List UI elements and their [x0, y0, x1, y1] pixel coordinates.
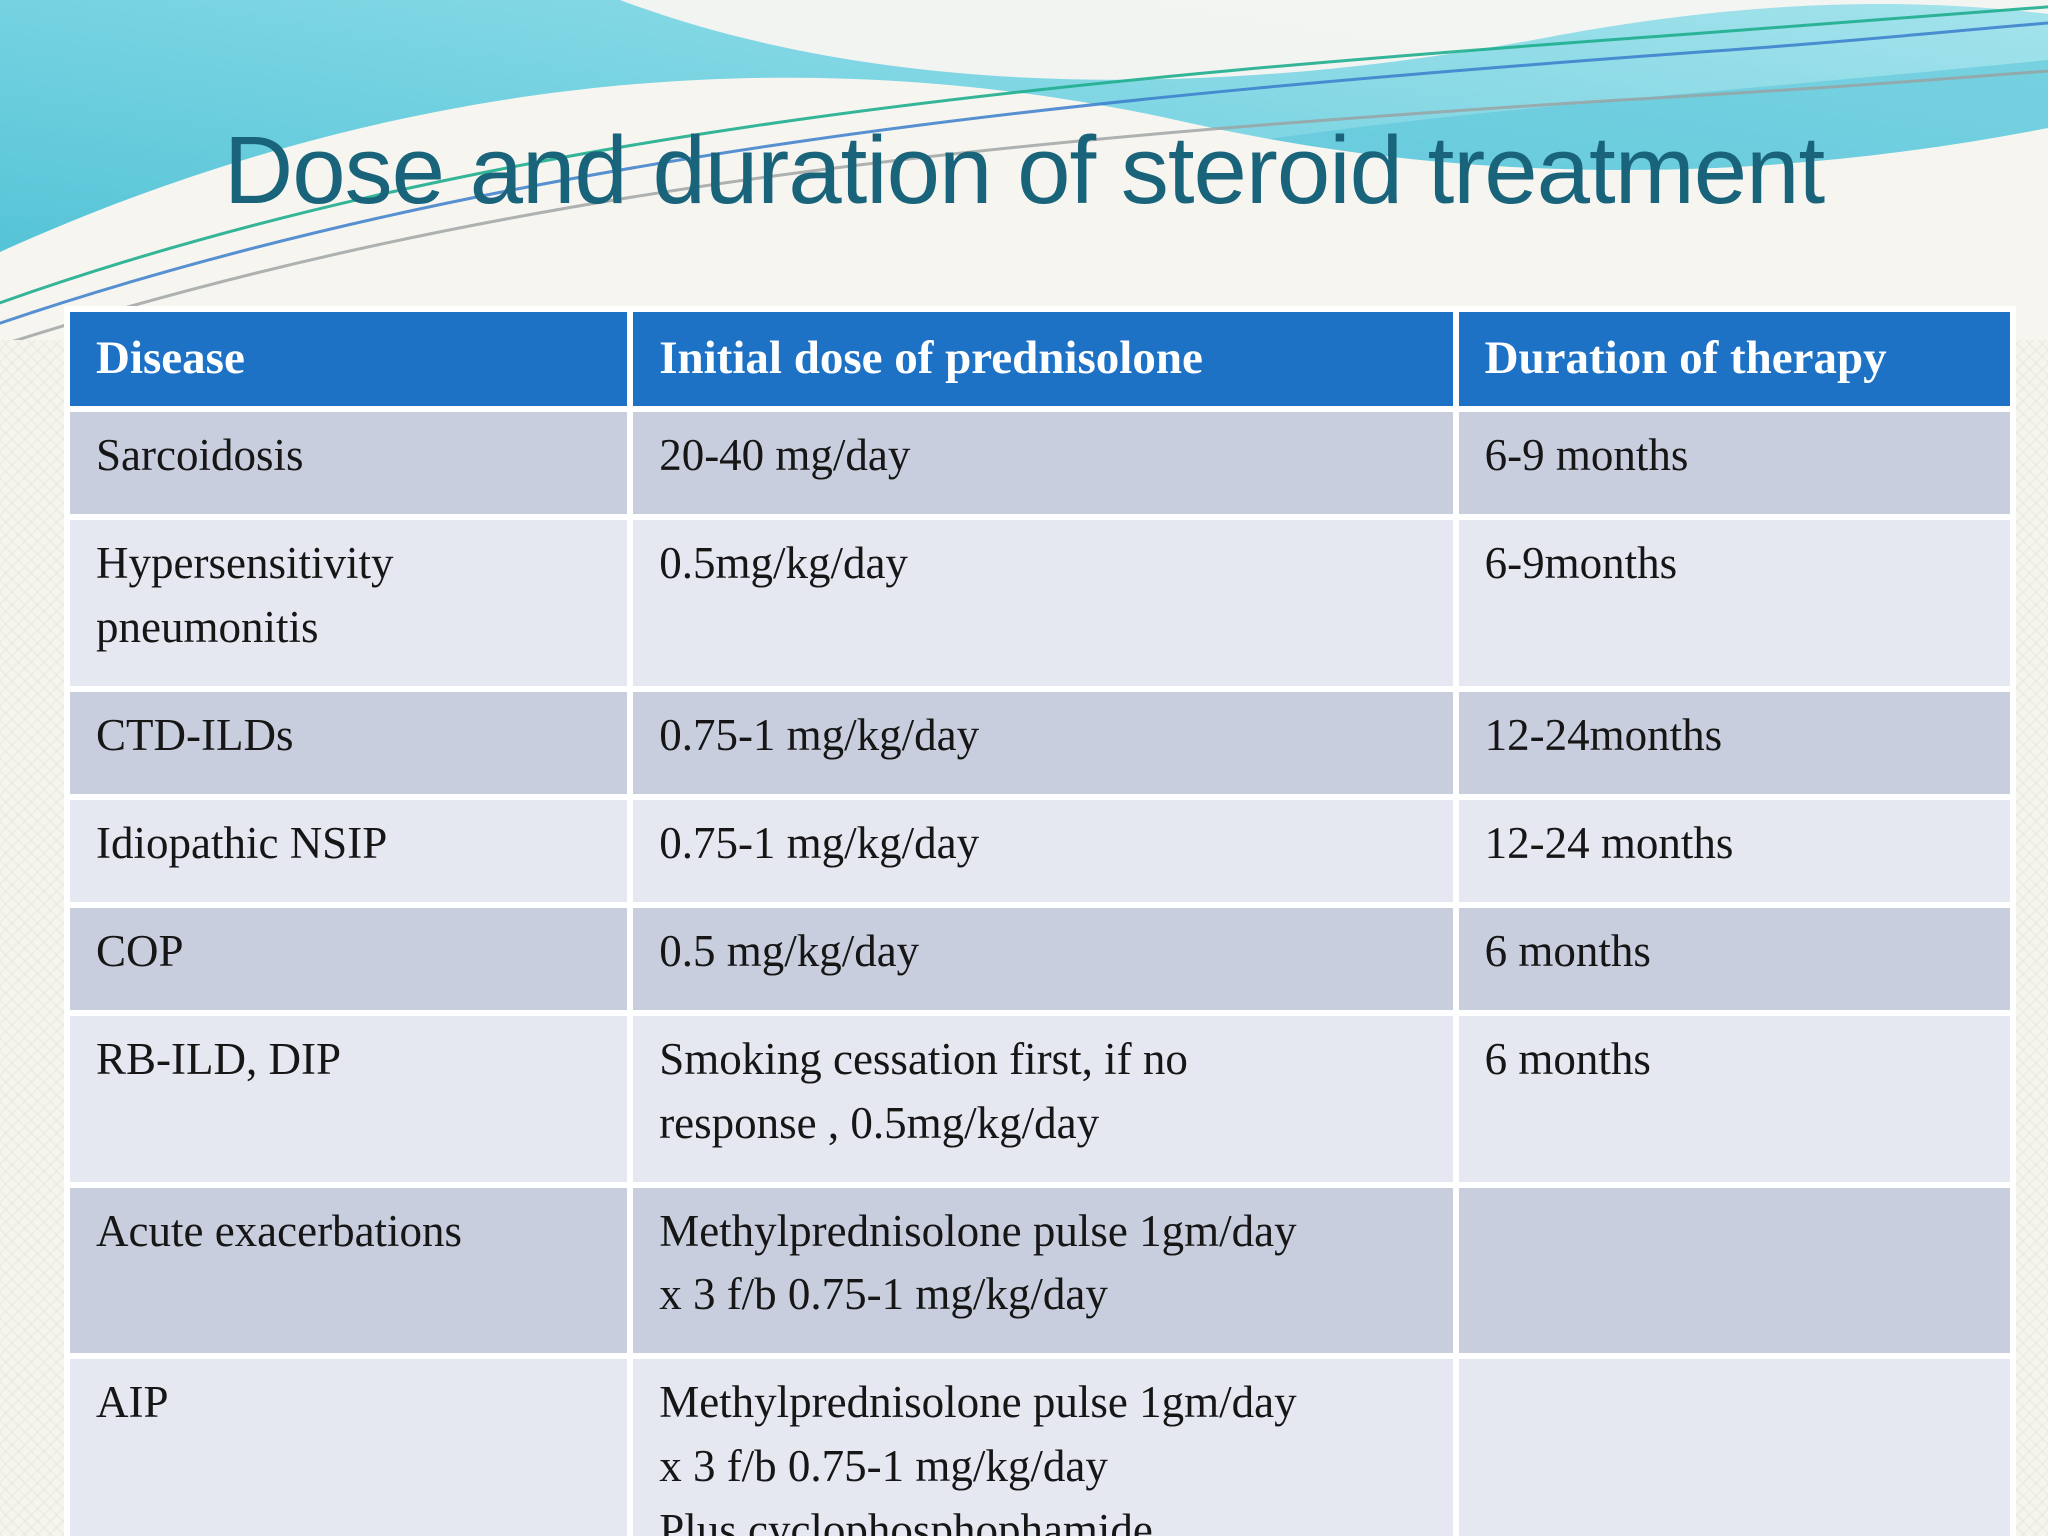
cell-dose: 0.5 mg/kg/day — [633, 907, 1453, 1010]
cell-duration — [1458, 1187, 2010, 1354]
cell-dose: Methylprednisolone pulse 1gm/day x 3 f/b… — [633, 1187, 1453, 1354]
cell-dose: 20-40 mg/day — [633, 412, 1453, 515]
cell-duration — [1458, 1359, 2010, 1536]
cell-duration: 6 months — [1458, 1015, 2010, 1182]
table-row: RB-ILD, DIP Smoking cessation first, if … — [70, 1015, 2010, 1182]
cell-duration: 6-9 months — [1458, 412, 2010, 515]
table-row: CTD-ILDs 0.75-1 mg/kg/day 12-24months — [70, 692, 2010, 794]
table-row: COP 0.5 mg/kg/day 6 months — [70, 907, 2010, 1010]
table-row: Hypersensitivity pneumonitis 0.5mg/kg/da… — [70, 520, 2010, 687]
table-row: AIP Methylprednisolone pulse 1gm/day x 3… — [70, 1359, 2010, 1536]
cell-dose: 0.75-1 mg/kg/day — [633, 799, 1453, 902]
table-header-row: Disease Initial dose of prednisolone Dur… — [70, 312, 2010, 407]
cell-dose: 0.75-1 mg/kg/day — [633, 692, 1453, 794]
cell-disease: RB-ILD, DIP — [70, 1015, 628, 1182]
table-row: Idiopathic NSIP 0.75-1 mg/kg/day 12-24 m… — [70, 799, 2010, 902]
cell-disease: CTD-ILDs — [70, 692, 628, 794]
cell-duration: 6-9months — [1458, 520, 2010, 687]
wave-banner-decoration — [0, 0, 2048, 340]
table-row: Acute exacerbations Methylprednisolone p… — [70, 1187, 2010, 1354]
dose-duration-table: Disease Initial dose of prednisolone Dur… — [64, 306, 2016, 1536]
cell-disease: Acute exacerbations — [70, 1187, 628, 1354]
table-row: Sarcoidosis 20-40 mg/day 6-9 months — [70, 412, 2010, 515]
cell-disease: COP — [70, 907, 628, 1010]
cell-disease: AIP — [70, 1359, 628, 1536]
header-duration: Duration of therapy — [1458, 312, 2010, 407]
cell-disease: Hypersensitivity pneumonitis — [70, 520, 628, 687]
cell-disease: Idiopathic NSIP — [70, 799, 628, 902]
header-initial-dose: Initial dose of prednisolone — [633, 312, 1453, 407]
cell-duration: 6 months — [1458, 907, 2010, 1010]
cell-dose: 0.5mg/kg/day — [633, 520, 1453, 687]
cell-duration: 12-24months — [1458, 692, 2010, 794]
slide-title: Dose and duration of steroid treatment — [223, 117, 1825, 224]
cell-disease: Sarcoidosis — [70, 412, 628, 515]
cell-dose: Smoking cessation first, if no response … — [633, 1015, 1453, 1182]
header-disease: Disease — [70, 312, 628, 407]
cell-duration: 12-24 months — [1458, 799, 2010, 902]
cell-dose: Methylprednisolone pulse 1gm/day x 3 f/b… — [633, 1359, 1453, 1536]
